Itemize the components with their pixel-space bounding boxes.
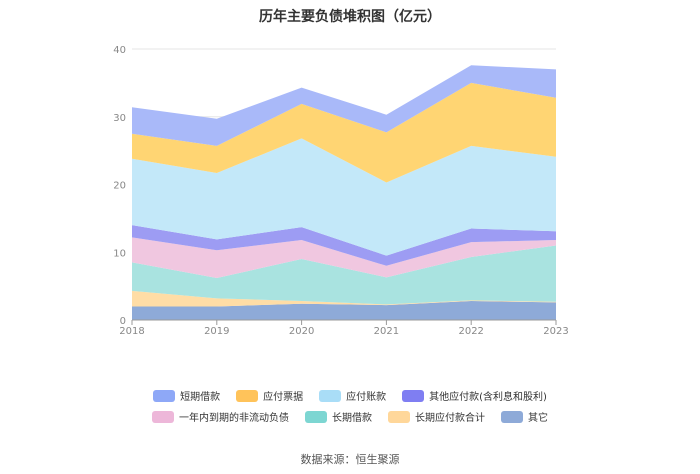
legend-label: 其他应付款(含利息和股利) bbox=[429, 392, 547, 403]
x-tick-label: 2018 bbox=[119, 326, 144, 337]
legend: 短期借款 应付票据 应付账款 其他应付款(含利息和股利) 一年内到期的非流动负债… bbox=[0, 388, 700, 430]
legend-swatch bbox=[153, 389, 176, 402]
area-series bbox=[132, 82, 556, 183]
legend-label: 其它 bbox=[528, 413, 548, 424]
area-series bbox=[132, 138, 556, 256]
legend-swatch bbox=[402, 389, 425, 402]
x-tick-label: 2023 bbox=[543, 326, 568, 337]
area-series bbox=[132, 290, 556, 307]
legend-row-1: 短期借款 应付票据 应付账款 其他应付款(含利息和股利) bbox=[0, 388, 700, 403]
legend-item-accounts-payable[interactable]: 应付账款 bbox=[319, 388, 386, 403]
stacked-area-chart: 0 10 20 30 40 2018 2019 2020 2021 2022 2023 bbox=[113, 45, 568, 337]
legend-label: 一年内到期的非流动负债 bbox=[179, 413, 289, 424]
x-tick-label: 2020 bbox=[289, 326, 314, 337]
legend-swatch bbox=[305, 410, 327, 423]
y-tick-label: 30 bbox=[113, 113, 126, 124]
x-tick-label: 2022 bbox=[458, 326, 483, 337]
legend-label: 应付票据 bbox=[263, 392, 304, 403]
data-source: 数据来源：恒生聚源 bbox=[300, 453, 400, 466]
legend-item-current-portion-noncurrent[interactable]: 一年内到期的非流动负债 bbox=[152, 409, 289, 424]
x-tick-label: 2021 bbox=[374, 326, 399, 337]
legend-swatch bbox=[152, 410, 174, 423]
x-tick-label: 2019 bbox=[204, 326, 229, 337]
area-series bbox=[132, 237, 556, 278]
legend-swatch bbox=[236, 389, 259, 402]
y-tick-label: 20 bbox=[113, 181, 126, 192]
legend-label: 短期借款 bbox=[180, 392, 221, 403]
area-series bbox=[132, 65, 556, 146]
legend-label: 应付账款 bbox=[346, 392, 387, 403]
area-series bbox=[132, 225, 556, 266]
legend-item-long-term-loans[interactable]: 长期借款 bbox=[305, 409, 372, 424]
legend-item-notes-payable[interactable]: 应付票据 bbox=[236, 388, 303, 403]
legend-label: 长期应付款合计 bbox=[415, 413, 485, 424]
y-tick-label: 10 bbox=[113, 248, 126, 259]
legend-label: 长期借款 bbox=[332, 413, 372, 424]
legend-swatch bbox=[388, 410, 410, 423]
legend-item-short-term-loans[interactable]: 短期借款 bbox=[153, 388, 220, 403]
legend-item-other-payables[interactable]: 其他应付款(含利息和股利) bbox=[402, 388, 547, 403]
y-tick-label: 0 bbox=[120, 316, 126, 327]
legend-item-long-term-payables[interactable]: 长期应付款合计 bbox=[388, 409, 485, 424]
area-series bbox=[132, 301, 556, 320]
y-tick-label: 40 bbox=[113, 45, 126, 56]
legend-swatch bbox=[501, 410, 523, 423]
chart-title: 历年主要负债堆积图（亿元） bbox=[259, 9, 441, 25]
legend-swatch bbox=[319, 389, 342, 402]
area-series bbox=[132, 245, 556, 305]
legend-item-other[interactable]: 其它 bbox=[501, 409, 548, 424]
legend-row-2: 一年内到期的非流动负债 长期借款 长期应付款合计 其它 bbox=[0, 409, 700, 424]
